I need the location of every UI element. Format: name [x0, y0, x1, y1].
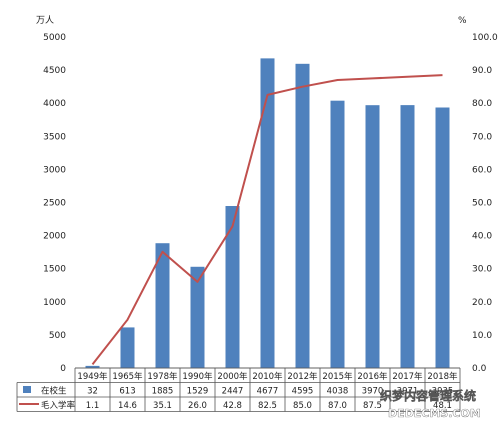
right-tick-label: 80.0: [472, 99, 492, 109]
chart-axes: 万人 % 0 500 1000 1500 2000 2500 3000 3500 4000 4500 5…: [36, 15, 498, 374]
right-tick-label: 10.0: [472, 331, 492, 341]
category-label: 2017年: [392, 371, 423, 382]
table-cell: 3970: [362, 387, 384, 397]
bar-series: [85, 58, 450, 369]
bar: [365, 105, 380, 368]
category-label: 2015年: [322, 371, 353, 382]
bar: [435, 107, 450, 369]
table-cell: 32: [87, 387, 98, 397]
legend-label: 在校生: [41, 386, 67, 397]
right-tick-label: 100.0: [472, 33, 498, 43]
table-cell: 613: [119, 387, 135, 397]
left-tick-label: 3000: [43, 165, 66, 175]
legend-label: 毛入学率: [41, 400, 76, 411]
left-tick-label: 2000: [43, 232, 66, 242]
bar: [225, 206, 240, 368]
right-tick-label: 0.0: [472, 364, 487, 374]
left-tick-label: 1500: [43, 265, 66, 275]
table-cell: 4038: [327, 387, 349, 397]
right-tick-label: 30.0: [472, 265, 492, 275]
category-label: 2012年: [287, 371, 318, 382]
bar: [260, 58, 275, 368]
table-cell: 1529: [187, 387, 209, 397]
table-cell: 2447: [222, 387, 244, 397]
right-tick-label: 50.0: [472, 199, 492, 209]
table-cell: 87.5: [363, 401, 382, 411]
watermark-text-cn: 织梦内容管理系统: [380, 388, 476, 403]
rate-line: [91, 74, 443, 366]
table-cell: 14.6: [118, 401, 137, 411]
right-tick-label: 20.0: [472, 298, 492, 308]
table-cell: 1885: [152, 387, 174, 397]
line-series: [91, 74, 443, 366]
bar: [190, 266, 205, 368]
table-cell: 35.1: [153, 401, 172, 411]
bar: [295, 63, 310, 368]
watermark: 织梦内容管理系统 DEDECMS.COM: [380, 388, 481, 420]
category-label: 2016年: [357, 371, 388, 382]
category-label: 1978年: [147, 371, 178, 382]
watermark-text-en: DEDECMS.COM: [388, 407, 481, 420]
left-tick-label: 2500: [43, 199, 66, 209]
bar: [155, 243, 170, 368]
bar: [330, 100, 345, 369]
category-label: 2010年: [252, 371, 283, 382]
category-label: 1990年: [182, 371, 213, 382]
left-tick-label: 0: [60, 364, 66, 374]
right-tick-label: 90.0: [472, 66, 492, 76]
right-tick-label: 60.0: [472, 165, 492, 175]
table-cell: 26.0: [188, 401, 207, 411]
category-label: 1965年: [112, 371, 143, 382]
left-tick-label: 5000: [43, 33, 66, 43]
table-cell: 1.1: [86, 401, 100, 411]
table-cell: 85.0: [293, 401, 312, 411]
left-tick-label: 500: [49, 331, 66, 341]
left-tick-label: 3500: [43, 132, 66, 142]
table-cell: 48.1: [433, 401, 452, 411]
right-axis-unit: %: [458, 16, 467, 26]
table-cell: 3971: [397, 387, 419, 397]
right-tick-label: 40.0: [472, 232, 492, 242]
bar: [85, 365, 100, 368]
table-cell: 4595: [292, 387, 314, 397]
table-cell: 42.8: [223, 401, 242, 411]
left-axis-unit: 万人: [36, 15, 54, 26]
bar: [400, 105, 415, 368]
right-tick-label: 70.0: [472, 132, 492, 142]
category-label: 2018年: [427, 371, 458, 382]
data-table: 1949年 1965年 1978年 1990年 2000年 2010年 2012年 2015年…: [16, 367, 461, 412]
left-tick-label: 4500: [43, 66, 66, 76]
table-cell: 87.0: [328, 401, 347, 411]
left-tick-label: 4000: [43, 99, 66, 109]
left-tick-label: 1000: [43, 298, 66, 308]
legend-swatch-bar: [23, 386, 31, 393]
table-cell: 82.5: [258, 401, 277, 411]
bar: [120, 327, 135, 368]
category-label: 1949年: [77, 371, 108, 382]
category-label: 2000年: [217, 371, 248, 382]
table-cell: 4677: [257, 387, 279, 397]
table-cell: 3935: [432, 387, 454, 397]
